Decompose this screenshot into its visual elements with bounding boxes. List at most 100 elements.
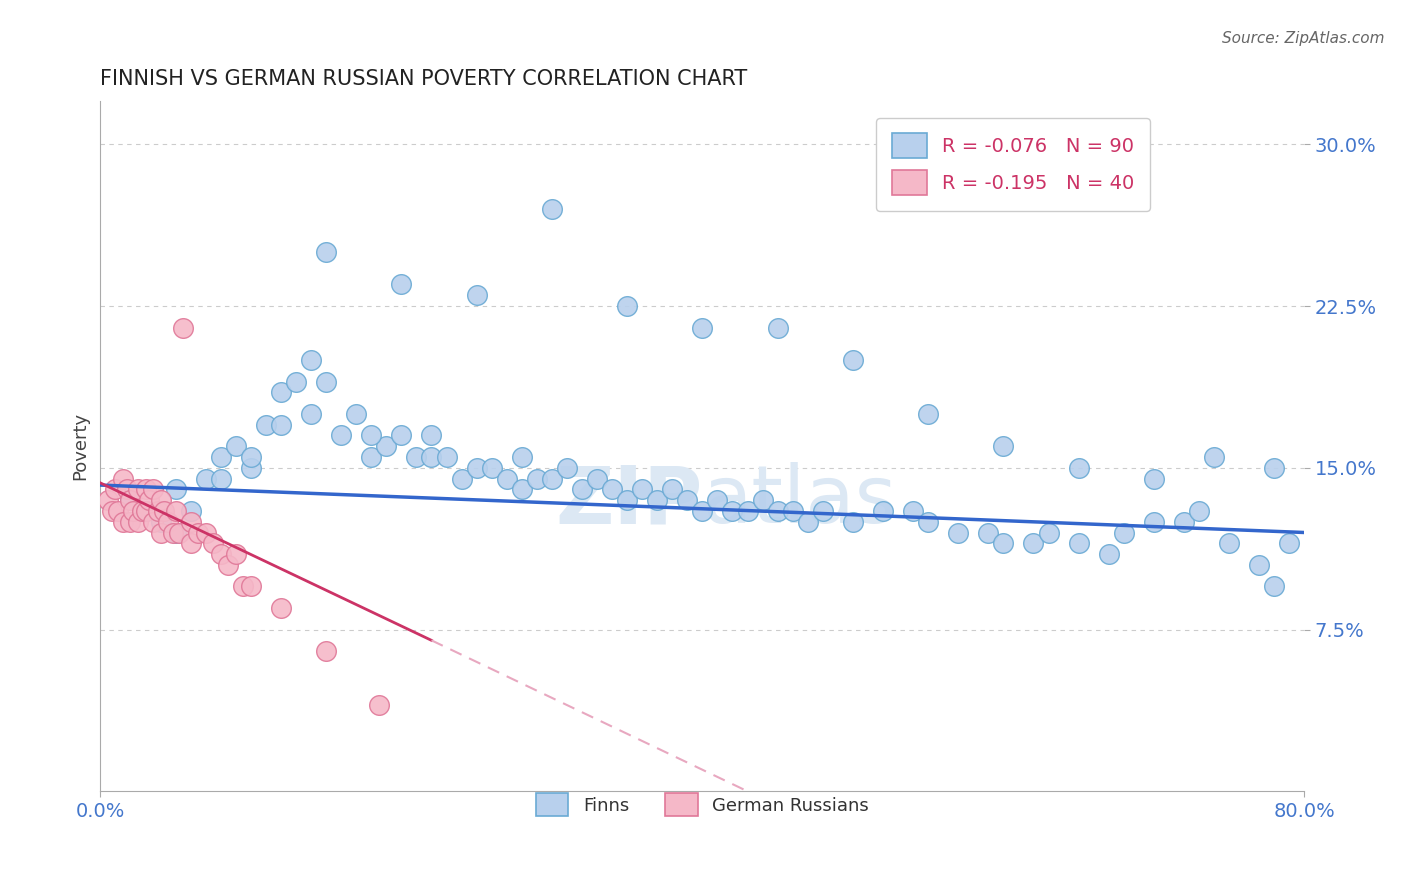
Point <box>165 525 187 540</box>
Point <box>721 504 744 518</box>
Point <box>209 472 232 486</box>
Point <box>510 450 533 464</box>
Point <box>872 504 894 518</box>
Point <box>1038 525 1060 540</box>
Point <box>225 547 247 561</box>
Point <box>1263 460 1285 475</box>
Point <box>299 407 322 421</box>
Point <box>766 320 789 334</box>
Point <box>134 504 156 518</box>
Point <box>134 504 156 518</box>
Point <box>436 450 458 464</box>
Point <box>127 483 149 497</box>
Point <box>122 504 145 518</box>
Point <box>202 536 225 550</box>
Point <box>217 558 239 572</box>
Point <box>101 504 124 518</box>
Point <box>162 525 184 540</box>
Text: Source: ZipAtlas.com: Source: ZipAtlas.com <box>1222 31 1385 46</box>
Point <box>344 407 367 421</box>
Point <box>420 450 443 464</box>
Point <box>172 320 194 334</box>
Point <box>1263 579 1285 593</box>
Point <box>360 428 382 442</box>
Point <box>209 450 232 464</box>
Point <box>138 493 160 508</box>
Point <box>495 472 517 486</box>
Point <box>842 353 865 368</box>
Point <box>1098 547 1121 561</box>
Point <box>232 579 254 593</box>
Point <box>270 417 292 432</box>
Point <box>131 504 153 518</box>
Point <box>157 515 180 529</box>
Point <box>465 460 488 475</box>
Point <box>555 460 578 475</box>
Point <box>917 407 939 421</box>
Point <box>134 483 156 497</box>
Point <box>405 450 427 464</box>
Text: FINNISH VS GERMAN RUSSIAN POVERTY CORRELATION CHART: FINNISH VS GERMAN RUSSIAN POVERTY CORREL… <box>100 69 748 88</box>
Point <box>811 504 834 518</box>
Point <box>541 202 564 216</box>
Point <box>315 245 337 260</box>
Point <box>645 493 668 508</box>
Point <box>901 504 924 518</box>
Point <box>616 299 638 313</box>
Point <box>993 439 1015 453</box>
Point <box>706 493 728 508</box>
Point <box>149 515 172 529</box>
Point <box>631 483 654 497</box>
Point <box>167 525 190 540</box>
Point <box>117 483 139 497</box>
Point <box>1143 472 1166 486</box>
Point <box>977 525 1000 540</box>
Point <box>315 644 337 658</box>
Point <box>751 493 773 508</box>
Point <box>375 439 398 453</box>
Point <box>1278 536 1301 550</box>
Point <box>270 385 292 400</box>
Point <box>420 428 443 442</box>
Point <box>1218 536 1240 550</box>
Point <box>1143 515 1166 529</box>
Y-axis label: Poverty: Poverty <box>72 412 89 480</box>
Point <box>360 450 382 464</box>
Point <box>661 483 683 497</box>
Point <box>97 493 120 508</box>
Point <box>993 536 1015 550</box>
Point <box>149 493 172 508</box>
Point <box>254 417 277 432</box>
Point <box>1188 504 1211 518</box>
Point <box>796 515 818 529</box>
Point <box>142 483 165 497</box>
Point <box>917 515 939 529</box>
Point <box>367 698 389 712</box>
Point <box>1022 536 1045 550</box>
Point <box>104 483 127 497</box>
Point <box>782 504 804 518</box>
Point <box>209 547 232 561</box>
Point <box>1204 450 1226 464</box>
Point <box>571 483 593 497</box>
Point <box>225 439 247 453</box>
Point <box>285 375 308 389</box>
Point <box>1067 460 1090 475</box>
Point <box>239 579 262 593</box>
Point <box>526 472 548 486</box>
Point <box>270 601 292 615</box>
Point <box>692 320 714 334</box>
Point <box>111 472 134 486</box>
Point <box>389 277 412 292</box>
Point <box>1112 525 1135 540</box>
Point <box>692 504 714 518</box>
Point <box>315 375 337 389</box>
Point <box>165 483 187 497</box>
Legend: Finns, German Russians: Finns, German Russians <box>529 786 876 823</box>
Point <box>180 536 202 550</box>
Point <box>239 450 262 464</box>
Point <box>152 504 174 518</box>
Text: ZIP: ZIP <box>555 462 703 541</box>
Point <box>194 525 217 540</box>
Point <box>481 460 503 475</box>
